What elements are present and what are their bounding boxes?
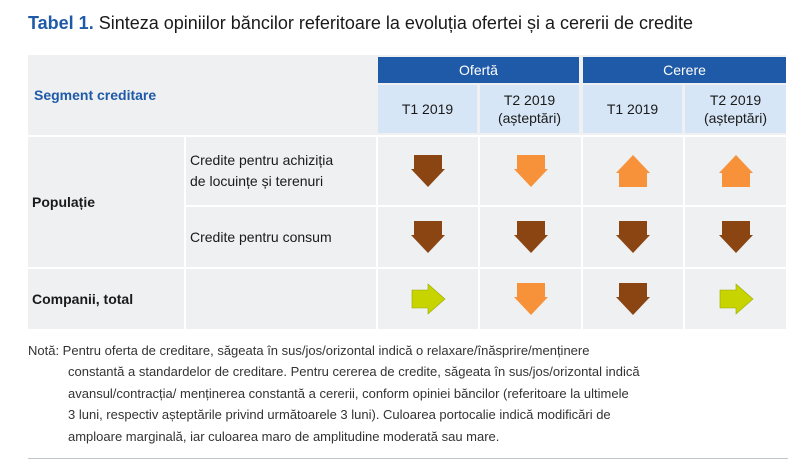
- col-divider: [376, 135, 378, 329]
- row-divider: [28, 135, 786, 137]
- arrow-down-icon: [411, 155, 445, 187]
- period-header: T2 2019 (așteptări): [480, 85, 579, 133]
- credit-opinion-table: Segment creditare Ofertă Cerere T1 2019 …: [28, 55, 786, 329]
- note-line: amploare marginală, iar culoarea maro de…: [68, 428, 500, 444]
- group-header-cerere: Cerere: [583, 57, 786, 83]
- row-label-populatie: Populație: [32, 194, 96, 210]
- period-header: T1 2019: [378, 85, 477, 133]
- arrow-right-icon: [411, 283, 446, 315]
- row-divider: [28, 267, 786, 269]
- col-divider: [184, 135, 186, 329]
- arrow-cell: [480, 207, 581, 267]
- table-note: Notă: Pentru oferta de creditare, săgeat…: [28, 340, 788, 447]
- col-divider: [478, 135, 480, 329]
- col-divider: [581, 135, 583, 329]
- arrow-up-icon: [718, 155, 753, 187]
- period-header: T2 2019 (așteptări): [685, 85, 786, 133]
- arrow-up-icon: [616, 155, 650, 187]
- arrow-cell: [378, 269, 478, 329]
- sub-row-label-locuinte: Credite pentru achiziția de locuințe și …: [190, 152, 334, 189]
- arrow-right-icon: [719, 283, 753, 315]
- arrow-down-icon: [513, 283, 548, 315]
- arrow-down-icon: [411, 221, 445, 253]
- note-line: 3 luni, respectiv așteptările privind ur…: [68, 407, 611, 423]
- arrow-down-icon: [616, 221, 650, 253]
- arrow-cell: [685, 269, 786, 329]
- note-line: Notă: Pentru oferta de creditare, săgeat…: [28, 343, 590, 358]
- row-label-companii: Companii, total: [32, 291, 134, 307]
- group-header-oferta: Ofertă: [378, 57, 579, 83]
- arrow-cell: [378, 137, 478, 205]
- arrow-cell: [685, 207, 786, 267]
- bottom-rule: [28, 458, 788, 459]
- row-divider: [184, 205, 786, 207]
- table-title: Tabel 1. Sinteza opiniilor băncilor refe…: [28, 13, 693, 34]
- arrow-down-icon: [513, 221, 548, 253]
- arrow-down-icon: [513, 155, 548, 187]
- table-caption: Sinteza opiniilor băncilor referitoare l…: [98, 13, 694, 33]
- arrow-cell: [583, 137, 683, 205]
- table-number: Tabel 1.: [28, 13, 94, 33]
- arrow-cell: [480, 137, 581, 205]
- note-line: constantă a standardelor de creditare. P…: [68, 364, 640, 380]
- arrow-cell: [583, 207, 683, 267]
- period-header: T1 2019: [583, 85, 682, 133]
- note-line: avansul/contracția/ menținerea constantă…: [68, 385, 629, 401]
- arrow-down-icon: [616, 283, 650, 315]
- arrow-cell: [480, 269, 581, 329]
- sub-row-label-consum: Credite pentru consum: [190, 228, 332, 245]
- segment-header: Segment creditare: [34, 87, 157, 103]
- col-divider: [683, 135, 685, 329]
- arrow-cell: [583, 269, 683, 329]
- arrow-cell: [378, 207, 478, 267]
- arrow-cell: [685, 137, 786, 205]
- arrow-down-icon: [718, 221, 753, 253]
